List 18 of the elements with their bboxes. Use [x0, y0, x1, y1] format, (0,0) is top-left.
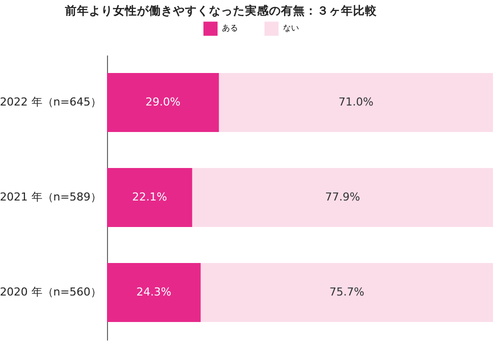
chart-title: 前年より女性が働きやすくなった実感の有無：３ヶ年比較 [64, 4, 378, 18]
bar [107, 168, 192, 227]
y-tick-label: 2020 年（n=560） [0, 286, 102, 298]
data-label: 24.3% [136, 286, 172, 298]
data-label: 22.1% [132, 190, 168, 204]
data-label: 77.9% [325, 190, 360, 204]
bar [107, 263, 201, 322]
data-label: 71.0% [338, 96, 374, 108]
bar [107, 73, 219, 132]
bar [200, 263, 493, 322]
data-label: 29.0% [145, 96, 180, 108]
y-tick-label: 2021 年（n=589） [0, 190, 102, 204]
y-tick-label: 2022 年（n=645） [0, 96, 102, 108]
legend-label: ない [283, 24, 299, 33]
data-label: 75.7% [329, 286, 364, 298]
bar [192, 168, 493, 227]
legend-label: ある [222, 24, 238, 33]
bar [218, 73, 493, 132]
